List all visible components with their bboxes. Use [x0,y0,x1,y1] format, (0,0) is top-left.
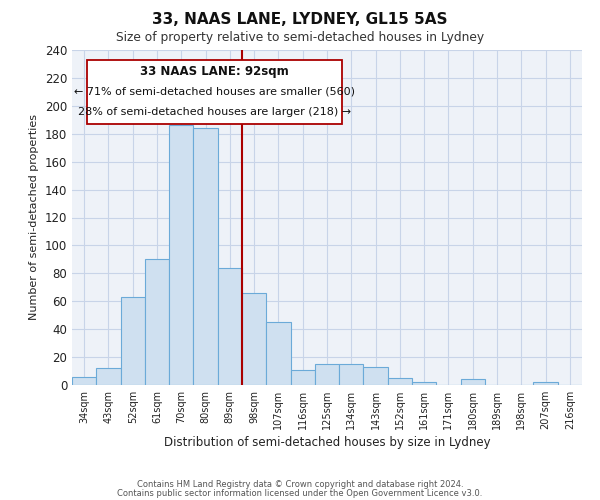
Bar [315,364,339,385]
Bar [290,370,315,385]
Bar [461,380,485,385]
Bar [242,293,266,385]
Bar [364,367,388,385]
Bar [339,364,364,385]
Bar [121,297,145,385]
Text: ← 71% of semi-detached houses are smaller (560): ← 71% of semi-detached houses are smalle… [74,87,355,97]
FancyBboxPatch shape [88,60,342,124]
Bar [533,382,558,385]
Text: 33 NAAS LANE: 92sqm: 33 NAAS LANE: 92sqm [140,65,289,78]
Text: 33, NAAS LANE, LYDNEY, GL15 5AS: 33, NAAS LANE, LYDNEY, GL15 5AS [152,12,448,28]
Text: Contains public sector information licensed under the Open Government Licence v3: Contains public sector information licen… [118,489,482,498]
Bar [72,376,96,385]
Bar [96,368,121,385]
Text: 28% of semi-detached houses are larger (218) →: 28% of semi-detached houses are larger (… [78,107,352,117]
Bar [266,322,290,385]
Bar [388,378,412,385]
Bar [193,128,218,385]
Bar [218,268,242,385]
Bar [169,126,193,385]
X-axis label: Distribution of semi-detached houses by size in Lydney: Distribution of semi-detached houses by … [164,436,490,449]
Text: Contains HM Land Registry data © Crown copyright and database right 2024.: Contains HM Land Registry data © Crown c… [137,480,463,489]
Text: Size of property relative to semi-detached houses in Lydney: Size of property relative to semi-detach… [116,31,484,44]
Y-axis label: Number of semi-detached properties: Number of semi-detached properties [29,114,39,320]
Bar [412,382,436,385]
Bar [145,260,169,385]
